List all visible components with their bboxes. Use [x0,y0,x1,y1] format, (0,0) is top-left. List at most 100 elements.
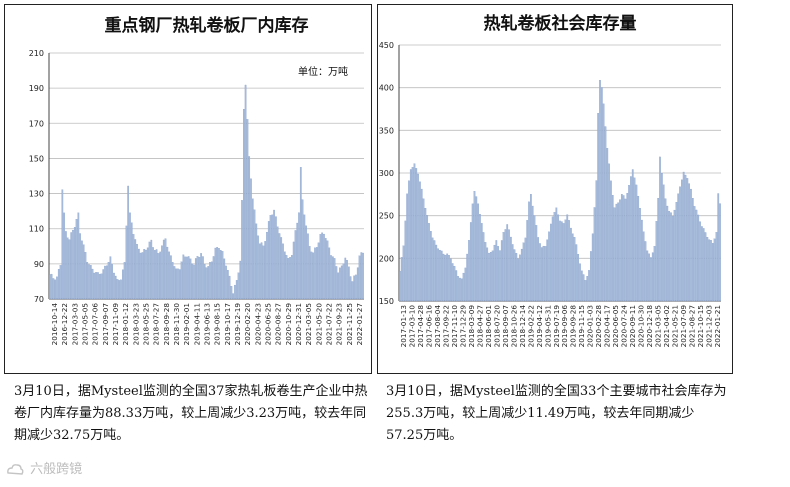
bar [244,84,247,300]
x-tick-label: 2017-09-07 [101,303,110,346]
bar [673,209,676,302]
bar [404,220,407,302]
bar [49,274,51,300]
x-tick-label: 2020-12-18 [645,305,654,348]
bar [484,242,487,302]
bar [148,241,151,300]
bar [668,210,670,302]
bar [699,221,701,302]
x-tick-label: 2018-10-26 [509,305,518,348]
bar [120,279,122,300]
bar [280,237,283,300]
bar [491,250,494,302]
bar [506,224,509,302]
bar [526,220,529,302]
bar [604,126,607,302]
x-tick-label: 2018-11-30 [172,303,181,346]
bar [459,277,461,302]
bar [339,267,341,300]
cloud-logo-icon [7,463,24,475]
bar [307,233,309,300]
bar [580,270,583,302]
bar [255,223,258,300]
x-tick-label: 2019-12-19 [233,303,242,346]
x-tick-label: 2018-09-28 [162,303,171,346]
bar [225,265,227,300]
bar [349,276,352,300]
bar [573,237,576,302]
bar [198,257,201,300]
x-tick-label: 2021-05-21 [670,305,679,347]
bar [528,201,530,302]
x-tick-label: 2017-06-16 [425,305,434,348]
bar [337,272,340,300]
x-tick-label: 2020-10-30 [637,305,646,348]
bar [68,239,71,300]
bar [323,233,325,300]
x-tick-label: 2018-04-27 [476,305,485,348]
x-tick-label: 2022-01-21 [713,305,722,347]
bar [331,256,334,300]
bar [653,246,656,302]
bar [88,264,90,300]
bar [508,229,510,302]
bar [241,200,243,300]
bar [637,195,640,302]
bar [479,213,481,302]
bar [502,232,505,302]
bar [520,248,523,302]
bar [178,269,181,300]
bar [402,245,405,302]
bar [212,256,215,300]
bar [688,183,690,302]
bar [695,209,698,302]
bar [409,169,412,302]
bar [218,248,220,300]
bar [54,279,57,300]
bar [129,212,131,300]
bar [537,237,540,302]
bar [582,274,585,302]
bar [98,274,101,300]
x-tick-label: 2021-11-25 [345,303,354,345]
bar [670,212,672,302]
bar [590,251,592,302]
bar [291,255,293,300]
x-tick-label: 2019-04-11 [192,303,201,345]
bar [690,188,692,302]
x-tick-label: 2020-08-27 [274,303,283,346]
bar [681,179,683,302]
bar [226,270,229,300]
social-inventory-chart: 热轧卷板社会库存量 150 200 250 300 350 400 450 2017-01-13… [379,13,722,348]
bar [608,163,610,302]
bar [651,252,654,302]
bar [299,167,302,300]
x-tick-label: 2020-04-23 [253,303,262,346]
bar [679,186,681,302]
bar [141,252,144,300]
bar [202,256,204,300]
bar [210,261,213,300]
x-tick-label: 2017-12-29 [459,305,468,348]
y-tick-label: 170 [29,119,44,128]
bar [362,252,364,300]
y-tick-label: 90 [34,260,44,269]
bar [164,238,167,300]
bar [250,178,252,300]
bar [548,231,550,302]
y-tick-label: 210 [29,49,44,58]
bar [411,167,414,302]
bar [399,271,401,302]
bar [214,247,217,300]
bar [125,225,128,300]
bar [303,214,306,300]
bar [524,237,527,302]
bar [175,268,178,300]
bar [433,240,436,302]
x-tick-label: 2020-02-20 [243,303,252,346]
bar [269,215,272,300]
bar [697,214,700,302]
left-chart-panel: 重点钢厂热轧卷板厂内库存 单位：万吨 70 90 110 130 150 170 190 210 2… [4,4,372,374]
bar [542,245,545,302]
